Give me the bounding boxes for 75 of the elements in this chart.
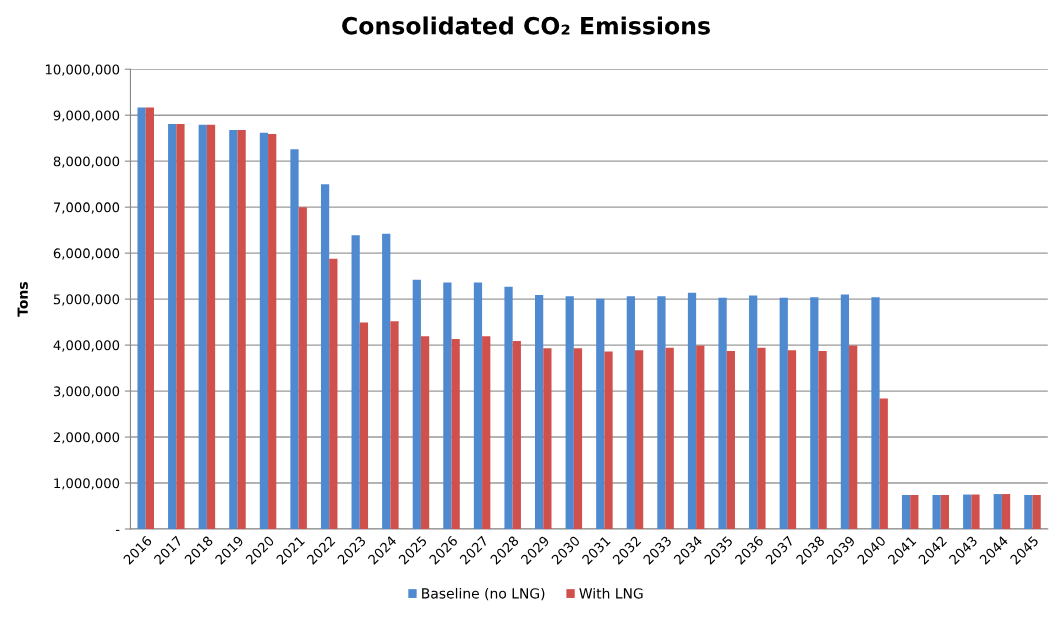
bar: [168, 123, 177, 530]
bar: [451, 339, 460, 530]
bar: [726, 351, 735, 530]
bar: [329, 258, 338, 530]
y-tick-label: 8,000,000: [53, 156, 120, 168]
bar: [1024, 494, 1033, 530]
bar: [145, 107, 154, 530]
y-tick-label: 2,000,000: [53, 432, 120, 444]
bar: [596, 298, 605, 530]
bar: [971, 494, 980, 530]
bar: [390, 321, 399, 530]
bar: [879, 398, 888, 530]
legend-label: Baseline (no LNG): [422, 587, 545, 601]
bar: [1032, 494, 1041, 530]
bar: [657, 296, 666, 530]
bar: [298, 207, 307, 530]
bar: [565, 296, 574, 530]
bar: [443, 282, 452, 530]
bar: [382, 233, 391, 530]
bar: [237, 129, 246, 530]
bar: [543, 348, 552, 530]
bar: [259, 132, 269, 530]
bar: [696, 345, 705, 530]
bar: [849, 345, 858, 530]
bar: [840, 294, 850, 530]
bar: [206, 124, 216, 530]
bar: [482, 336, 491, 530]
bar: [665, 347, 674, 530]
bar: [910, 494, 919, 530]
bar: [940, 494, 950, 530]
bar: [963, 494, 972, 530]
bar: [634, 350, 644, 530]
legend-label: With LNG: [579, 587, 643, 599]
bar: [535, 294, 544, 530]
bar: [810, 297, 819, 530]
y-tick-label: -: [115, 529, 120, 531]
y-axis-title: Tons: [17, 282, 28, 317]
y-tick-label: 3,000,000: [53, 386, 120, 398]
bar: [573, 348, 583, 530]
bar: [268, 134, 277, 530]
bar: [871, 297, 880, 530]
y-tick-label: 5,000,000: [53, 294, 120, 306]
bar: [604, 351, 613, 530]
bar: [176, 123, 185, 530]
y-tick-label: 9,000,000: [53, 110, 120, 122]
bar: [932, 494, 941, 530]
y-tick-label: 7,000,000: [53, 202, 120, 214]
bar: [504, 286, 513, 530]
bar: [420, 336, 430, 530]
bar: [320, 184, 330, 530]
chart-title: Consolidated CO₂ Emissions: [342, 16, 710, 35]
y-tick-label: 1,000,000: [54, 478, 120, 490]
bar: [779, 297, 788, 530]
bar: [687, 292, 697, 530]
bar: [473, 282, 483, 530]
bar: [787, 350, 797, 530]
bar: [351, 235, 360, 530]
bar: [412, 279, 421, 530]
y-tick-label: 4,000,000: [53, 340, 120, 352]
bar: [901, 494, 911, 530]
y-tick-label: 6,000,000: [53, 248, 120, 260]
bar: [718, 297, 727, 530]
bar: [993, 494, 1002, 530]
bar: [757, 347, 766, 530]
bar: [229, 129, 238, 530]
bar: [626, 296, 635, 530]
bar: [198, 124, 207, 530]
bar: [512, 340, 521, 530]
bar: [137, 107, 146, 530]
bar: [359, 322, 369, 530]
bar: [818, 351, 827, 530]
bar: [1001, 494, 1011, 530]
bar: [749, 295, 758, 530]
y-tick-label: 10,000,000: [45, 64, 120, 76]
bar: [290, 149, 299, 530]
